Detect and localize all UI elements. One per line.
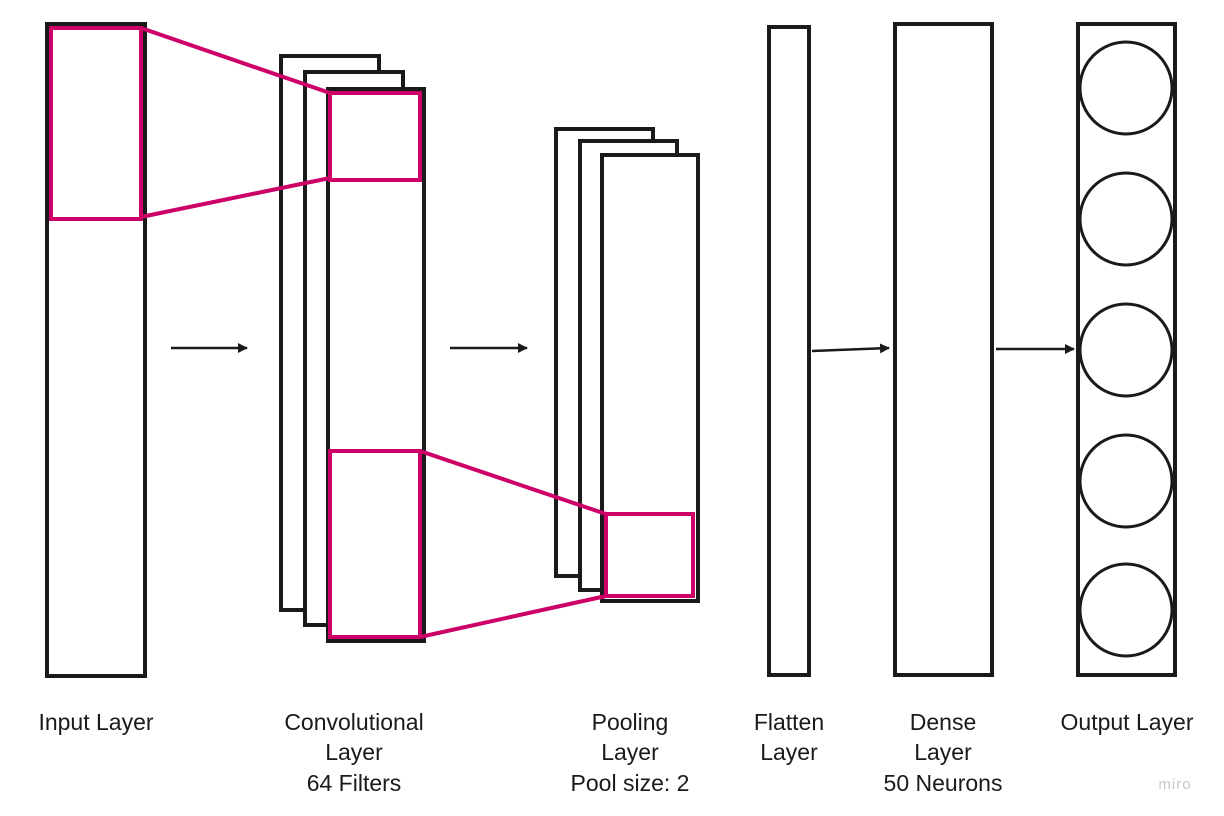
pool-feature-map-front	[600, 153, 700, 603]
conv-layer-label-line1: Convolutional	[284, 709, 423, 735]
flatten-layer-label-line2: Layer	[760, 739, 818, 765]
pool-layer-label-line1: Pooling	[592, 709, 669, 735]
output-neuron-5	[1078, 562, 1174, 658]
pool-highlight	[604, 512, 695, 598]
conv-to-pool-connector-bottom	[419, 594, 607, 639]
output-neuron-4	[1078, 433, 1174, 529]
dense-layer-box	[893, 22, 994, 677]
pool-layer-label-line2: Layer	[601, 739, 659, 765]
input-layer-label: Input Layer	[38, 709, 153, 735]
conv-layer-label-line3: 64 Filters	[307, 770, 402, 796]
input-receptive-field-highlight	[49, 26, 143, 221]
output-neuron-2	[1078, 171, 1174, 267]
arrow-flatten-to-dense	[811, 343, 890, 354]
input-to-conv-connector-top	[140, 26, 331, 95]
dense-layer-label-line1: Dense	[910, 709, 976, 735]
conv-layer-label-line2: Layer	[325, 739, 383, 765]
output-neuron-3	[1078, 302, 1174, 398]
conv-bottom-highlight	[328, 449, 422, 639]
pool-layer-label-line3: Pool size: 2	[571, 770, 690, 796]
output-neuron-1	[1078, 40, 1174, 136]
conv-top-highlight	[328, 91, 422, 182]
input-layer-box	[45, 22, 147, 678]
dense-layer-label-line2: Layer	[914, 739, 972, 765]
miro-watermark: miro	[1158, 776, 1191, 793]
conv-to-pool-connector-top	[419, 449, 607, 516]
conv-feature-map-front	[326, 87, 426, 643]
flatten-layer-box	[767, 25, 811, 677]
dense-layer-label-line3: 50 Neurons	[884, 770, 1003, 796]
output-layer-label: Output Layer	[1061, 709, 1194, 735]
flatten-layer-label-line1: Flatten	[754, 709, 824, 735]
input-to-conv-connector-bottom	[140, 176, 331, 219]
